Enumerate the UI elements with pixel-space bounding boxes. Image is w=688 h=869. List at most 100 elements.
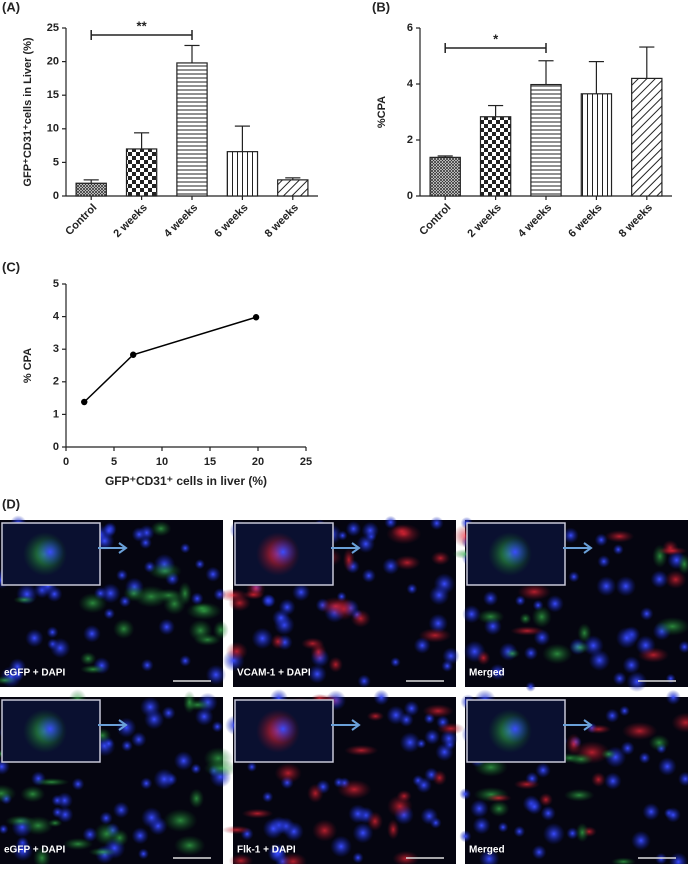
stain (485, 793, 512, 803)
nucleus (205, 566, 221, 582)
nucleus (626, 671, 648, 693)
nucleus (526, 798, 543, 815)
stain (113, 618, 135, 639)
nucleus (597, 554, 611, 568)
nucleus (348, 804, 368, 824)
inset-nucleus (36, 538, 64, 566)
nucleus (424, 728, 441, 745)
stain (188, 619, 213, 642)
stain (225, 641, 248, 661)
nucleus (525, 681, 536, 692)
stain (148, 562, 182, 580)
nucleus (615, 575, 637, 597)
panel-label: (C) (2, 259, 20, 274)
nucleus (179, 654, 192, 667)
nucleus (71, 777, 85, 791)
nucleus (246, 761, 257, 772)
significance-bracket (444, 43, 547, 53)
x-tick-label: 8 weeks (263, 202, 301, 240)
nucleus (420, 807, 439, 825)
nucleus (622, 656, 641, 675)
stain (387, 819, 400, 840)
nucleus (103, 607, 116, 620)
nucleus (497, 821, 509, 833)
bar (277, 179, 309, 197)
stain (392, 850, 420, 867)
micrograph: eGFP + DAPI (0, 515, 229, 688)
bar (75, 182, 107, 197)
arrow (331, 542, 361, 554)
nucleus (51, 794, 64, 807)
nucleus (139, 696, 161, 718)
stain (150, 520, 172, 537)
nucleus (594, 533, 608, 547)
y-tick-label: 1 (53, 408, 59, 420)
y-tick-label: 15 (47, 89, 59, 101)
stain (569, 641, 591, 654)
stain (366, 811, 384, 832)
nucleus (639, 606, 654, 621)
nucleus (179, 542, 191, 554)
image-label: eGFP + DAPI (4, 845, 65, 856)
nucleus (51, 806, 64, 819)
nucleus (262, 818, 284, 840)
nucleus (99, 811, 113, 825)
nucleus (596, 576, 617, 597)
significance-label: ** (137, 18, 148, 33)
micrograph: Flk-1 + DAPI (221, 689, 465, 869)
stain (163, 592, 186, 615)
nucleus (665, 807, 681, 823)
stain (270, 633, 286, 650)
stain (318, 596, 353, 616)
nucleus (356, 534, 375, 554)
nucleus (399, 712, 414, 728)
x-tick-label: 5 (111, 456, 117, 468)
inset-nucleus (501, 538, 529, 566)
y-tick-label: 20 (47, 56, 59, 68)
nucleus (357, 674, 371, 688)
stain (577, 623, 592, 643)
nucleus (462, 604, 481, 624)
nucleus (489, 663, 506, 681)
nucleus (292, 583, 311, 602)
nucleus (82, 826, 98, 843)
nucleus (568, 571, 580, 583)
nucleus (665, 673, 676, 684)
stain (221, 825, 252, 835)
nucleus (416, 738, 427, 749)
stain (519, 612, 532, 625)
image-label: Merged (469, 668, 505, 679)
nucleus (361, 568, 376, 583)
nucleus (655, 852, 668, 865)
nucleus (513, 825, 526, 838)
micrograph: VCAM-1 + DAPI (218, 515, 460, 688)
bar (631, 77, 663, 197)
stain (510, 626, 545, 636)
nucleus (459, 830, 472, 843)
nucleus (657, 757, 677, 776)
y-tick-label: 4 (53, 311, 60, 323)
x-tick-label: 4 weeks (162, 202, 200, 240)
nucleus (100, 583, 121, 604)
stain (163, 808, 198, 833)
nucleus (307, 664, 327, 684)
nucleus (482, 590, 499, 607)
stain (677, 553, 688, 575)
nucleus (158, 618, 175, 636)
arrow (98, 719, 128, 731)
x-tick-label: 8 weeks (617, 202, 655, 240)
stain (0, 784, 17, 803)
panel-label: (A) (2, 0, 20, 14)
inset-nucleus (269, 715, 297, 743)
nucleus (141, 807, 163, 829)
y-tick-label: 2 (53, 376, 59, 388)
y-tick-label: 4 (407, 78, 414, 90)
nucleus (137, 848, 150, 860)
inset-nucleus (501, 715, 529, 743)
stain (78, 592, 108, 614)
nucleus (25, 628, 44, 648)
nucleus (194, 559, 206, 570)
stain (242, 589, 264, 600)
stain (0, 675, 17, 685)
stain (13, 595, 36, 604)
